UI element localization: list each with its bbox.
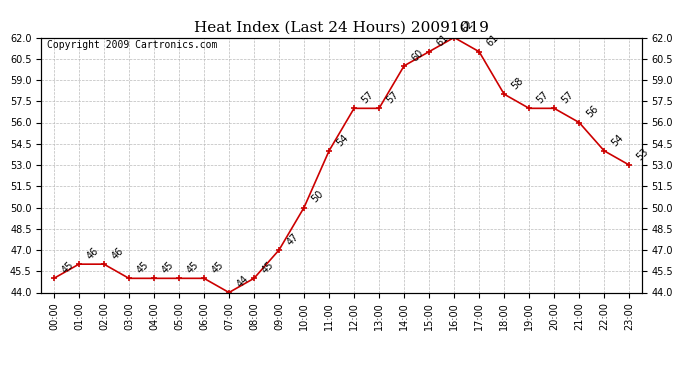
Text: 54: 54 xyxy=(335,132,351,148)
Text: 58: 58 xyxy=(510,76,526,92)
Text: 45: 45 xyxy=(135,260,150,276)
Text: 62: 62 xyxy=(460,19,475,35)
Text: 45: 45 xyxy=(210,260,226,276)
Text: 46: 46 xyxy=(84,246,100,261)
Text: 61: 61 xyxy=(484,33,500,49)
Text: 53: 53 xyxy=(635,146,651,162)
Text: Copyright 2009 Cartronics.com: Copyright 2009 Cartronics.com xyxy=(48,40,218,50)
Text: 61: 61 xyxy=(435,33,451,49)
Text: 57: 57 xyxy=(359,90,375,105)
Text: 45: 45 xyxy=(184,260,200,276)
Text: 47: 47 xyxy=(284,231,300,247)
Text: 45: 45 xyxy=(59,260,75,276)
Text: 46: 46 xyxy=(110,246,125,261)
Text: 56: 56 xyxy=(584,104,600,120)
Text: 54: 54 xyxy=(610,132,626,148)
Title: Heat Index (Last 24 Hours) 20091019: Heat Index (Last 24 Hours) 20091019 xyxy=(194,21,489,35)
Text: 50: 50 xyxy=(310,189,326,205)
Text: 44: 44 xyxy=(235,274,250,290)
Text: 57: 57 xyxy=(384,90,400,105)
Text: 45: 45 xyxy=(159,260,175,276)
Text: 57: 57 xyxy=(535,90,551,105)
Text: 57: 57 xyxy=(560,90,575,105)
Text: 60: 60 xyxy=(410,47,425,63)
Text: 45: 45 xyxy=(259,260,275,276)
